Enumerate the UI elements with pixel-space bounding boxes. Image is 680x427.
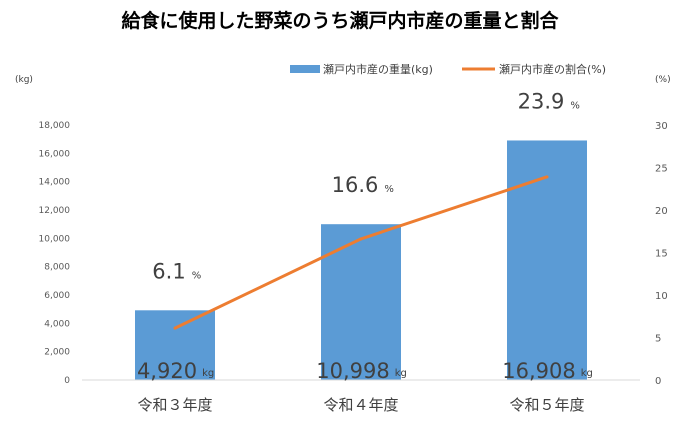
line-point — [173, 326, 177, 330]
y-tick-label: 16,000 — [39, 149, 71, 159]
bar — [321, 224, 401, 380]
line-value-label: 6.1 — [152, 259, 185, 283]
y2-tick-label: 20 — [655, 206, 668, 217]
y-tick-label: 10,000 — [39, 234, 71, 244]
y2-tick-label: 0 — [655, 376, 661, 387]
line-value-unit: % — [384, 184, 394, 195]
x-tick-label: 令和４年度 — [323, 396, 398, 414]
legend-swatch-weight — [290, 65, 320, 73]
y-axis: 0 2,000 4,000 6,000 8,000 10,000 12,000 14,000 1… — [39, 121, 71, 386]
y-tick-label: 4,000 — [44, 319, 70, 329]
line-value-label: 23.9 — [518, 89, 565, 113]
y-tick-label: 8,000 — [44, 263, 70, 273]
x-tick-label: 令和５年度 — [509, 396, 584, 414]
bar-value-unit: kg — [581, 368, 593, 379]
y-tick-label: 0 — [64, 376, 70, 386]
bar-value-label: 4,920 — [137, 359, 197, 383]
line-series — [173, 175, 549, 330]
line-value-labels: 6.1 % 16.6 % 23.9% — [152, 89, 580, 283]
bar-value-unit: kg — [395, 368, 407, 379]
bar — [507, 140, 587, 380]
bar-value-label: 16,908 — [502, 359, 575, 383]
line-value-unit: % — [570, 100, 580, 111]
y2-tick-label: 30 — [655, 121, 668, 132]
legend-label-ratio: 瀬戸内市産の割合(%) — [499, 62, 606, 76]
x-axis: 令和３年度 令和４年度 令和５年度 — [137, 396, 584, 414]
bar-value-unit: kg — [202, 368, 214, 379]
line-value-unit: % — [192, 270, 202, 281]
y2-axis: 0 5 10 15 20 25 30 — [655, 121, 668, 387]
y2-tick-label: 10 — [655, 291, 668, 302]
y-tick-label: 12,000 — [39, 206, 71, 216]
y-tick-label: 2,000 — [44, 348, 70, 358]
line-point — [359, 237, 363, 241]
bar-value-labels: 4,920 kg 10,998 kg 16,908 kg — [137, 359, 593, 383]
y-tick-label: 14,000 — [39, 178, 71, 188]
line-point — [545, 175, 549, 179]
legend: 瀬戸内市産の重量(kg) 瀬戸内市産の割合(%) — [290, 62, 606, 76]
y2-axis-unit-label: (%) — [655, 75, 671, 85]
y2-tick-label: 5 — [655, 334, 661, 345]
y-axis-unit-label: (kg) — [15, 75, 33, 85]
y-tick-label: 18,000 — [39, 121, 71, 131]
y2-tick-label: 15 — [655, 249, 668, 260]
x-tick-label: 令和３年度 — [137, 396, 212, 414]
chart-title: 給食に使用した野菜のうち瀬戸内市産の重量と割合 — [121, 9, 559, 32]
y2-tick-label: 25 — [655, 164, 668, 175]
bar — [135, 310, 215, 380]
legend-label-weight: 瀬戸内市産の重量(kg) — [323, 62, 433, 76]
line-value-label: 16.6 — [332, 173, 379, 197]
y-tick-label: 6,000 — [44, 291, 70, 301]
bar-value-label: 10,998 — [316, 359, 389, 383]
